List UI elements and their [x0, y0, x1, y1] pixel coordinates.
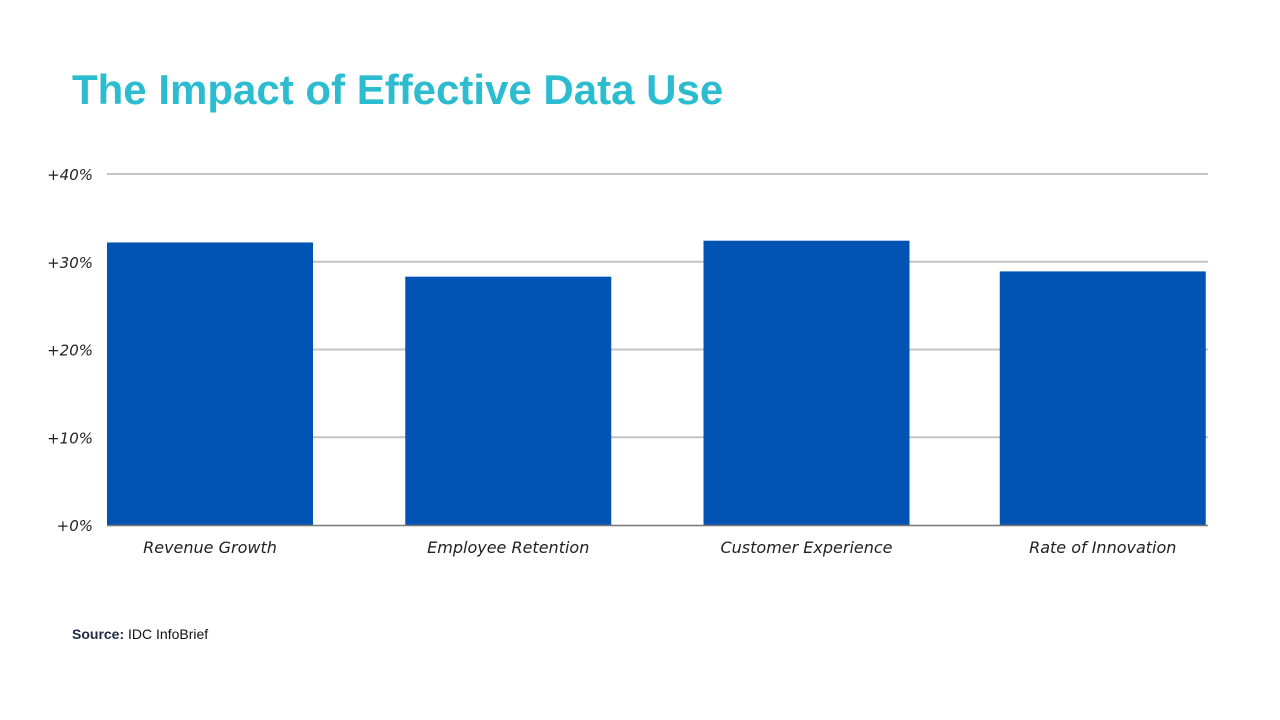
bar	[107, 242, 313, 525]
y-tick-label: +40%	[47, 166, 93, 184]
x-tick-label: Customer Experience	[720, 538, 892, 557]
chart-title: The Impact of Effective Data Use	[72, 66, 724, 113]
bar	[703, 240, 910, 525]
y-tick-label: +30%	[47, 254, 93, 272]
bar	[999, 271, 1206, 525]
source-note: Source: IDC InfoBrief	[72, 626, 208, 642]
source-text: IDC InfoBrief	[128, 626, 209, 642]
source-label: Source:	[72, 626, 125, 642]
x-tick-label: Revenue Growth	[143, 538, 277, 557]
bar	[405, 276, 612, 525]
x-tick-label: Employee Retention	[427, 538, 589, 557]
y-tick-label: +10%	[47, 429, 93, 447]
y-tick-label: +0%	[57, 517, 93, 535]
x-tick-label: Rate of Innovation	[1029, 538, 1176, 557]
y-tick-label: +20%	[47, 342, 93, 360]
